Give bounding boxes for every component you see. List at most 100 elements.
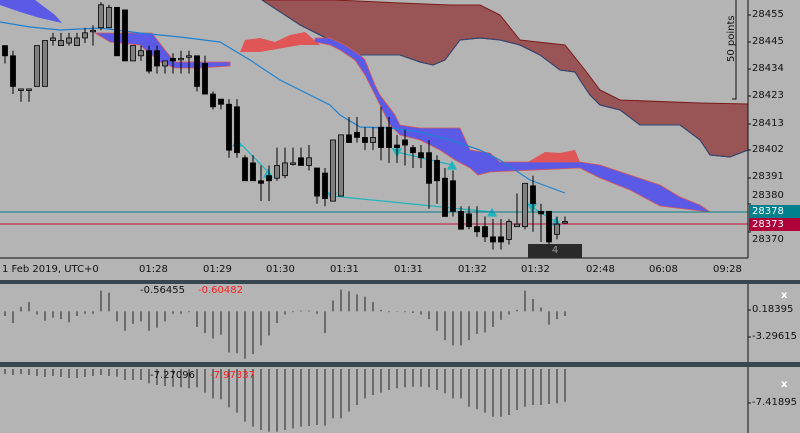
moving-average-line	[0, 21, 566, 194]
candle-body-bear	[226, 103, 232, 151]
candle-body-bear	[402, 139, 408, 146]
time-label: 01:29	[203, 264, 232, 275]
candle	[306, 145, 312, 171]
cloud-red	[528, 150, 580, 162]
candle	[74, 32, 80, 47]
candle-body-bear	[442, 177, 448, 217]
candle-body-bear	[258, 180, 264, 184]
candle	[50, 32, 56, 46]
candle-body-bull	[330, 139, 336, 202]
candle-body-bear	[362, 136, 368, 143]
candle	[42, 40, 48, 87]
candle-body-bull	[82, 32, 88, 39]
candle-body-bull	[90, 29, 96, 33]
candle-body-bull	[106, 6, 112, 29]
candle	[162, 60, 168, 74]
pane-separator[interactable]	[0, 280, 800, 284]
candle-body-bear	[458, 210, 464, 230]
candle-body-bear	[122, 9, 128, 62]
time-label: 1 Feb 2019, UTC+0	[2, 264, 99, 275]
candle	[514, 193, 520, 228]
candle	[266, 165, 272, 202]
candle-body-bull	[66, 37, 72, 44]
indicator-2-signal-value: -7.97337	[210, 370, 255, 381]
candle-body-bear	[242, 157, 248, 182]
candle-body-bear	[386, 126, 392, 148]
candle	[298, 147, 304, 166]
price-tick: 28423	[752, 90, 784, 101]
candle	[442, 168, 448, 217]
candle-body-bull	[34, 45, 40, 87]
candle-body-bull	[274, 165, 280, 179]
candle	[418, 145, 424, 168]
candle-body-bear	[234, 106, 240, 154]
candle	[474, 206, 480, 237]
candle	[290, 147, 296, 166]
candle-body-bear	[394, 144, 400, 149]
candle	[346, 117, 352, 143]
candle-body-bull	[514, 223, 520, 228]
cloud-bullish	[93, 32, 231, 69]
candle-body-bear	[10, 55, 16, 87]
candle-body-bear	[218, 98, 224, 105]
candle-body-bear	[202, 63, 208, 95]
candle	[226, 99, 232, 158]
candle	[466, 206, 472, 230]
candle-body-bear	[418, 152, 424, 159]
time-label: 02:48	[586, 264, 615, 275]
candle	[338, 134, 344, 197]
candle-body-bull	[562, 221, 568, 224]
ask-price-badge: 28373	[749, 218, 800, 231]
candle-body-bull	[98, 4, 104, 29]
candle	[354, 117, 360, 143]
candle-body-bull	[162, 60, 168, 67]
crosshair-tooltip: 4	[528, 244, 582, 258]
candle	[546, 210, 552, 245]
candle	[82, 27, 88, 44]
time-label: 06:08	[649, 264, 678, 275]
time-label: 01:31	[394, 264, 423, 275]
candle-body-bear	[450, 180, 456, 212]
candle	[66, 32, 72, 46]
candle-body-bear	[410, 147, 416, 154]
candle	[122, 9, 128, 62]
candle	[322, 168, 328, 207]
candle-body-bull	[306, 157, 312, 166]
candles	[2, 2, 568, 250]
candle	[2, 45, 8, 64]
candle	[178, 50, 184, 74]
candle-body-bull	[338, 134, 344, 197]
candle	[210, 91, 216, 110]
indicator-2-value: -7.27096	[150, 370, 195, 381]
candle-body-bear	[346, 134, 352, 143]
candle-body-bear	[322, 172, 328, 200]
time-label: 01:32	[521, 264, 550, 275]
candle-body-bull	[58, 40, 64, 46]
candle-body-bull	[522, 182, 528, 228]
close-icon[interactable]: x	[781, 290, 788, 301]
candle	[202, 55, 208, 95]
time-label: 01:30	[266, 264, 295, 275]
candle	[506, 219, 512, 245]
candle	[58, 32, 64, 46]
candle	[234, 99, 240, 158]
candle	[194, 55, 200, 92]
candle	[10, 50, 16, 95]
close-icon[interactable]: x	[781, 379, 788, 390]
indicator-1-tick: -3.29615	[752, 331, 797, 342]
candle	[186, 50, 192, 74]
indicator-1-tick: 0.18395	[752, 304, 794, 315]
candle	[370, 127, 376, 151]
candle-body-bear	[154, 50, 160, 67]
candle	[130, 45, 136, 62]
candle-body-bull	[130, 45, 136, 62]
candle	[482, 216, 488, 242]
indicator-1-value: -0.56455	[140, 285, 185, 296]
bid-price-badge: 28378	[749, 205, 800, 218]
candle	[242, 155, 248, 182]
pane-separator[interactable]	[0, 362, 800, 367]
indicator-1-signal-value: -0.60482	[198, 285, 243, 296]
candle-body-bear	[314, 167, 320, 197]
candle	[98, 2, 104, 31]
